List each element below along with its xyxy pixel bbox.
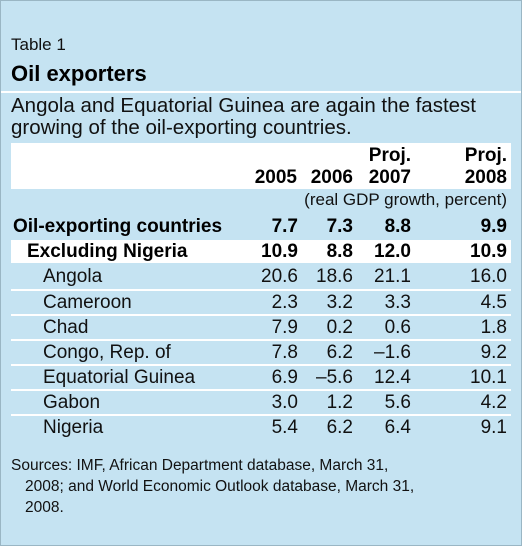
cell-2005: 2.3 [271, 292, 298, 313]
cell-2005: 3.0 [271, 392, 298, 413]
table-row-excluding-nigeria: Excluding Nigeria 10.9 8.8 12.0 10.9 [11, 240, 511, 263]
cell-2006: –5.6 [316, 367, 353, 388]
cell-2007: 12.0 [374, 241, 411, 262]
units-note: (real GDP growth, percent) [304, 190, 507, 209]
cell-2008: 10.1 [470, 367, 507, 388]
cell-2006: 1.2 [326, 392, 353, 413]
cell-2006: 0.2 [326, 317, 353, 338]
row-label: Equatorial Guinea [43, 367, 196, 388]
cell-2007: 6.4 [384, 417, 411, 438]
cell-2008: 10.9 [470, 241, 507, 262]
cell-2007: 3.3 [384, 292, 411, 313]
row-label: Excluding Nigeria [27, 241, 188, 262]
sources-line: Sources: IMF, African Department databas… [11, 457, 389, 474]
table-row: Chad 7.9 0.2 0.6 1.8 [11, 314, 511, 339]
cell-2008: 9.1 [480, 417, 507, 438]
cell-2007: 21.1 [374, 266, 411, 287]
cell-2007: 5.6 [384, 392, 411, 413]
table-title: Oil exporters [11, 61, 147, 86]
cell-2007: –1.6 [374, 342, 411, 363]
table-row: Nigeria 5.4 6.2 6.4 9.1 [11, 414, 511, 439]
row-label: Chad [43, 317, 89, 338]
column-year: 2005 [254, 167, 297, 188]
cell-2008: 4.2 [480, 392, 507, 413]
column-year: 2007 [368, 167, 411, 188]
sources-line: 2008; and World Economic Outlook databas… [25, 478, 415, 495]
column-header-2005: 2005 [237, 167, 297, 189]
row-label: Nigeria [43, 417, 104, 438]
table-row: Angola 20.6 18.6 21.1 16.0 [11, 265, 511, 288]
table-row: Gabon 3.0 1.2 5.6 4.2 [11, 389, 511, 414]
cell-2005: 7.7 [271, 216, 298, 237]
cell-2006: 8.8 [326, 241, 353, 262]
cell-2006: 18.6 [316, 266, 353, 287]
row-label: Congo, Rep. of [43, 342, 171, 363]
row-label: Angola [43, 266, 103, 287]
sources-line: 2008. [25, 499, 64, 516]
cell-2005: 6.9 [271, 367, 298, 388]
sources-note: Sources: IMF, African Department databas… [11, 455, 511, 518]
cell-2006: 6.2 [326, 417, 353, 438]
column-header-block: 2005 2006 Proj. 2007 Proj. 2008 [11, 143, 511, 189]
cell-2005: 10.9 [261, 241, 298, 262]
cell-2008: 1.8 [480, 317, 507, 338]
cell-2005: 20.6 [261, 266, 298, 287]
column-header-2006: 2006 [293, 167, 353, 189]
column-header-2007: Proj. 2007 [351, 145, 411, 189]
column-proj-label: Proj. [368, 145, 411, 166]
table-row: Congo, Rep. of 7.8 6.2 –1.6 9.2 [11, 339, 511, 364]
cell-2007: 0.6 [384, 317, 411, 338]
cell-2005: 7.8 [271, 342, 298, 363]
table-row-oil-exporting: Oil-exporting countries 7.7 7.3 8.8 9.9 [11, 215, 511, 238]
cell-2006: 7.3 [326, 216, 353, 237]
cell-2008: 9.2 [480, 342, 507, 363]
cell-2006: 3.2 [326, 292, 353, 313]
column-header-2008: Proj. 2008 [447, 145, 507, 189]
column-proj-label: Proj. [464, 145, 507, 166]
table-label: Table 1 [11, 35, 66, 54]
cell-2008: 9.9 [480, 216, 507, 237]
cell-2005: 5.4 [271, 417, 298, 438]
cell-2006: 6.2 [326, 342, 353, 363]
column-year: 2008 [464, 167, 507, 188]
cell-2007: 12.4 [374, 367, 411, 388]
cell-2007: 8.8 [384, 216, 411, 237]
row-label: Oil-exporting countries [13, 216, 223, 237]
title-divider [1, 91, 521, 93]
table-row: Equatorial Guinea 6.9 –5.6 12.4 10.1 [11, 364, 511, 389]
cell-2008: 4.5 [480, 292, 507, 313]
table-subtitle: Angola and Equatorial Guinea are again t… [11, 94, 476, 139]
table-row: Cameroon 2.3 3.2 3.3 4.5 [11, 289, 511, 314]
row-label: Gabon [43, 392, 101, 413]
column-year: 2006 [310, 167, 353, 188]
cell-2005: 7.9 [271, 317, 298, 338]
row-label: Cameroon [43, 292, 132, 313]
cell-2008: 16.0 [470, 266, 507, 287]
